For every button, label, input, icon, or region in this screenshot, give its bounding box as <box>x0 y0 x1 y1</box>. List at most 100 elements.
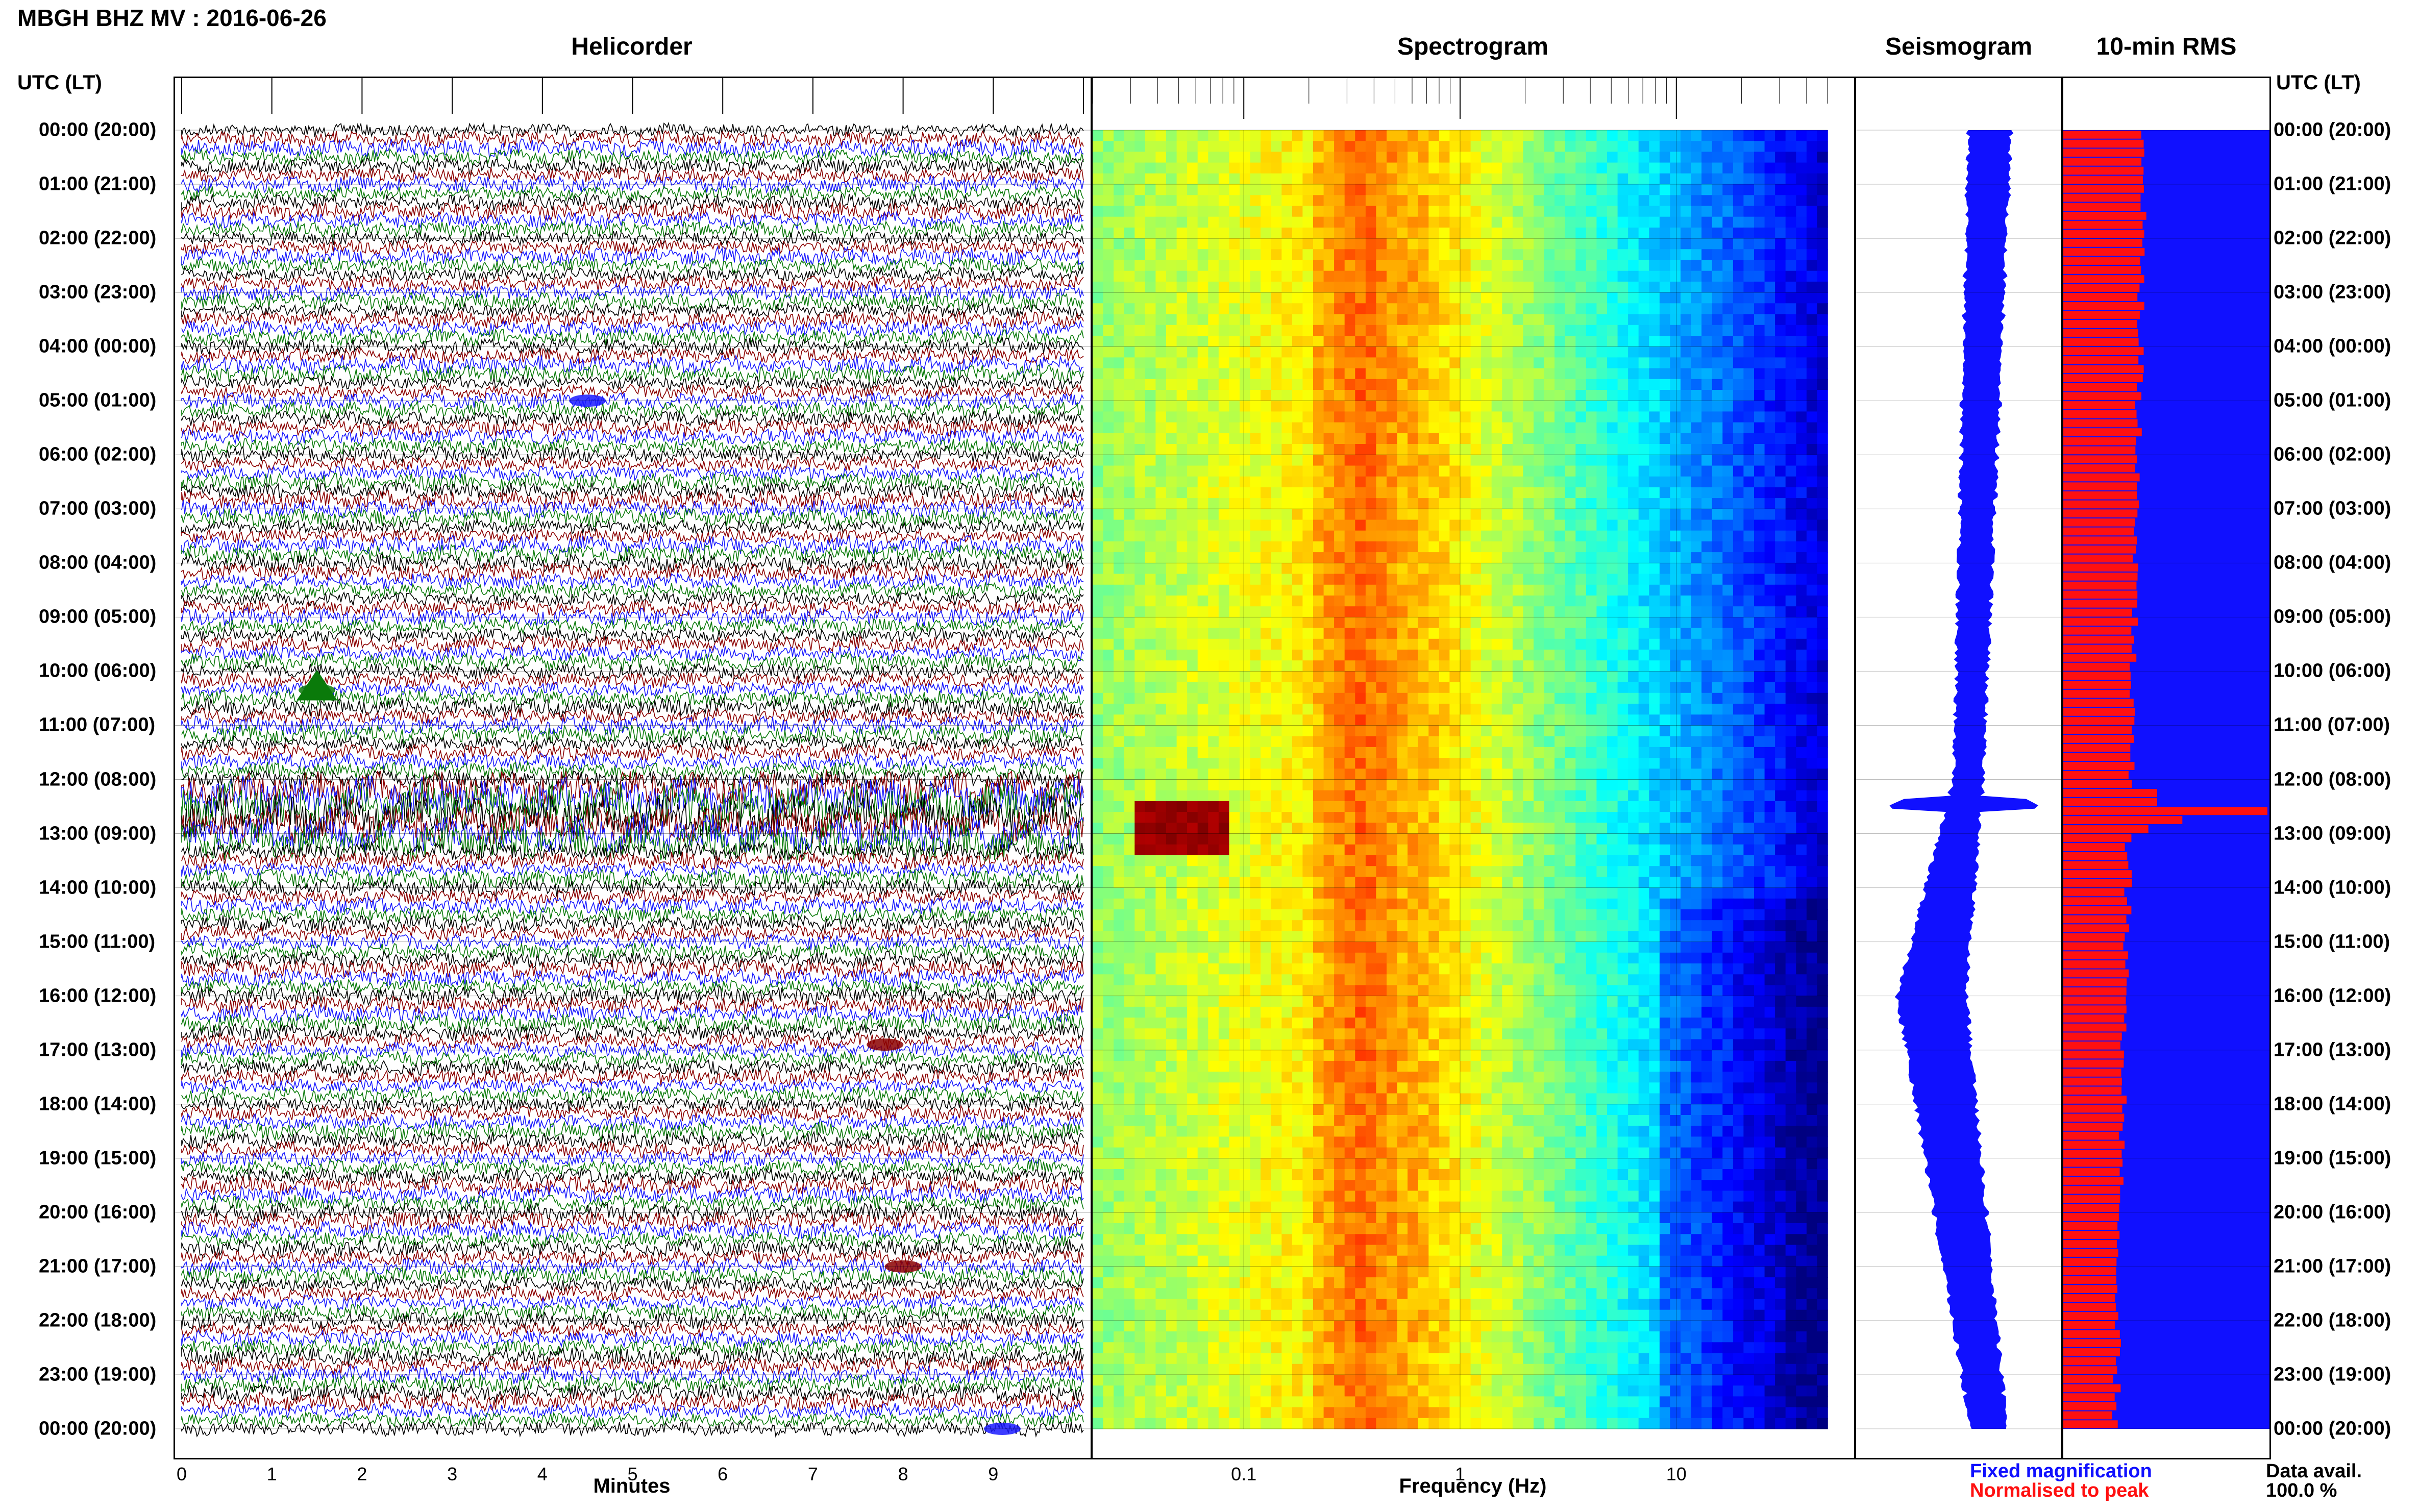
spectrogram-cell <box>1743 617 1755 629</box>
spectrogram-cell <box>1733 509 1744 520</box>
spectrogram-cell <box>1617 833 1628 845</box>
spectrogram-cell <box>1313 249 1324 261</box>
spectrogram-cell <box>1344 584 1356 596</box>
spectrogram-cell <box>1712 596 1723 607</box>
spectrogram-cell <box>1796 725 1807 737</box>
spectrogram-cell <box>1344 292 1356 304</box>
spectrogram-cell <box>1628 141 1639 153</box>
spectrogram-cell <box>1806 671 1818 683</box>
spectrogram-cell <box>1785 638 1797 650</box>
spectrogram-cell <box>1334 184 1345 195</box>
spectrogram-cell <box>1754 422 1765 434</box>
helicorder-trace <box>181 672 1084 689</box>
spectrogram-cell <box>1387 552 1398 564</box>
spectrogram-cell <box>1649 747 1660 758</box>
spectrogram-cell <box>1439 173 1450 185</box>
spectrogram-cell <box>1565 184 1576 195</box>
spectrogram-cell <box>1397 260 1408 271</box>
spectrogram-cell <box>1103 162 1114 174</box>
spectrogram-cell <box>1281 682 1293 693</box>
spectrogram-cell <box>1176 638 1188 650</box>
spectrogram-cell <box>1670 671 1681 683</box>
spectrogram-cell <box>1617 422 1628 434</box>
spectrogram-cell <box>1271 769 1282 780</box>
spectrogram-cell <box>1628 206 1639 217</box>
spectrogram-cell <box>1187 606 1198 618</box>
spectrogram-cell <box>1817 638 1828 650</box>
spectrogram-cell <box>1271 541 1282 553</box>
spectrogram-cell <box>1439 498 1450 510</box>
spectrogram-cell <box>1344 216 1356 228</box>
spectrogram-cell <box>1617 671 1628 683</box>
spectrogram-cell <box>1355 184 1366 195</box>
spectrogram-cell <box>1565 574 1576 585</box>
spectrogram-cell <box>1176 584 1188 596</box>
spectrogram-cell <box>1250 346 1261 358</box>
spectrogram-cell <box>1512 130 1524 141</box>
spectrogram-cell <box>1764 206 1775 217</box>
spectrogram-cell <box>1355 336 1366 347</box>
spectrogram-cell <box>1397 617 1408 629</box>
spectrogram-cell <box>1281 379 1293 390</box>
spectrogram-cell <box>1355 162 1366 174</box>
spectrogram-cell <box>1554 455 1566 466</box>
spectrogram-cell <box>1397 227 1408 239</box>
spectrogram-cell <box>1470 725 1482 737</box>
spectrogram-cell <box>1292 357 1303 369</box>
spectrogram-cell <box>1397 790 1408 802</box>
spectrogram-cell <box>1681 465 1692 477</box>
spectrogram-cell <box>1093 660 1104 672</box>
spectrogram-cell <box>1712 238 1723 250</box>
spectrogram-cell <box>1691 314 1702 326</box>
spectrogram-cell <box>1281 325 1293 336</box>
spectrogram-cell <box>1145 574 1156 585</box>
spectrogram-cell <box>1649 227 1660 239</box>
spectrogram-cell <box>1218 682 1230 693</box>
spectrogram-cell <box>1344 801 1356 812</box>
spectrogram-cell <box>1607 465 1618 477</box>
spectrogram-cell <box>1691 130 1702 141</box>
spectrogram-cell <box>1397 249 1408 261</box>
spectrogram-cell <box>1114 357 1125 369</box>
spectrogram-cell <box>1187 227 1198 239</box>
spectrogram-cell <box>1670 292 1681 304</box>
spectrogram-cell <box>1659 519 1671 531</box>
spectrogram-cell <box>1418 823 1429 834</box>
helicorder-trace <box>181 1121 1084 1142</box>
spectrogram-cell <box>1428 152 1440 163</box>
spectrogram-cell <box>1617 584 1628 596</box>
spectrogram-cell <box>1596 606 1608 618</box>
spectrogram-cell <box>1470 195 1482 207</box>
spectrogram-cell <box>1534 303 1545 315</box>
spectrogram-cell <box>1491 758 1503 770</box>
spectrogram-cell <box>1806 606 1818 618</box>
spectrogram-cell <box>1323 563 1335 575</box>
spectrogram-cell <box>1481 401 1492 412</box>
spectrogram-cell <box>1261 292 1272 304</box>
spectrogram-cell <box>1365 692 1377 704</box>
spectrogram-cell <box>1617 509 1628 520</box>
spectrogram-cell <box>1586 725 1597 737</box>
spectrogram-cell <box>1481 314 1492 326</box>
spectrogram-cell <box>1817 411 1828 423</box>
spectrogram-title: Spectrogram <box>1397 33 1549 60</box>
spectrogram-cell <box>1208 184 1219 195</box>
spectrogram-cell <box>1124 270 1136 282</box>
spectrogram-cell <box>1250 844 1261 856</box>
spectrogram-cell <box>1523 682 1534 693</box>
spectrogram-cell <box>1397 498 1408 510</box>
spectrogram-cell <box>1523 704 1534 715</box>
spectrogram-cell <box>1397 487 1408 499</box>
spectrogram-cell <box>1449 368 1461 380</box>
spectrogram-cell <box>1691 227 1702 239</box>
spectrogram-cell <box>1439 704 1450 715</box>
spectrogram-cell <box>1460 552 1471 564</box>
spectrogram-cell <box>1187 736 1198 748</box>
spectrogram-cell <box>1796 628 1807 639</box>
spectrogram-cell <box>1240 162 1251 174</box>
spectrogram-cell <box>1681 130 1692 141</box>
spectrogram-cell <box>1187 769 1198 780</box>
spectrogram-cell <box>1617 455 1628 466</box>
spectrogram-cell <box>1681 704 1692 715</box>
spectrogram-cell <box>1439 141 1450 153</box>
